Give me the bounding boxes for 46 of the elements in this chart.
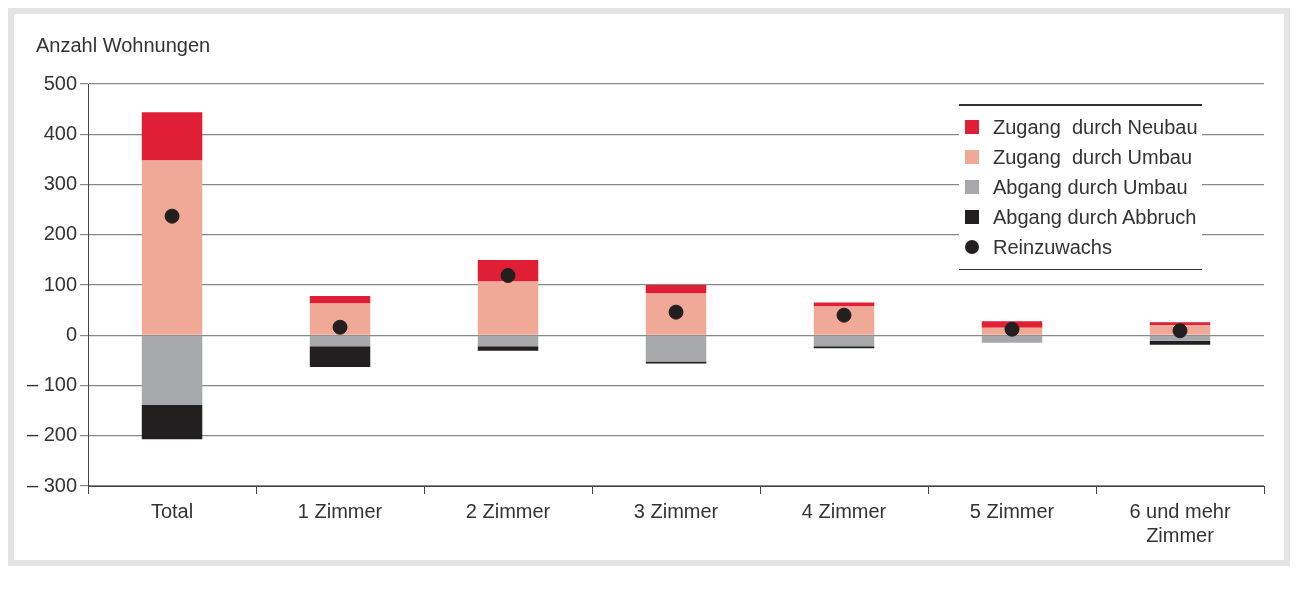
x-tick-label: 3 Zimmer [633, 499, 719, 522]
bar [477, 335, 539, 347]
y-tick-label: 100 [43, 272, 78, 295]
bar [981, 335, 1043, 343]
x-tick-label: Total [150, 499, 194, 522]
bar [309, 303, 371, 335]
legend-label: Zugang durch Neubau [993, 115, 1198, 139]
bar [645, 285, 707, 294]
y-tick-label: 200 [43, 222, 78, 245]
x-tick-label: 1 Zimmer [297, 499, 383, 522]
bar [309, 346, 371, 367]
y-tick-label: – 100 [26, 373, 78, 396]
y-axis-title: Anzahl Wohnungen [36, 34, 211, 57]
bar [477, 281, 539, 335]
bar [141, 405, 203, 440]
legend-label: Abgang durch Umbau [993, 175, 1188, 199]
legend-label: Abgang durch Abbruch [993, 205, 1197, 229]
x-tick-label: 4 Zimmer [801, 499, 887, 522]
y-tick-label: – 300 [26, 473, 78, 496]
y-tick-label: 500 [43, 71, 78, 94]
x-tick-label: 5 Zimmer [969, 499, 1055, 522]
x-tick-label: 2 Zimmer [465, 499, 551, 522]
y-tick-label: 400 [43, 121, 78, 144]
bar [141, 335, 203, 406]
bar [141, 160, 203, 335]
bar [1149, 335, 1211, 341]
bar [645, 335, 707, 362]
y-tick-label: 0 [65, 322, 78, 345]
bar [141, 112, 203, 161]
bar [309, 296, 371, 304]
y-tick-label: – 200 [26, 423, 78, 446]
point [1172, 323, 1188, 339]
bar [813, 335, 875, 347]
bar [477, 346, 539, 351]
bar [309, 335, 371, 347]
bar [645, 293, 707, 335]
x-tick-label: 6 und mehr Zimmer [1129, 499, 1231, 546]
legend-label: Reinzuwachs [993, 235, 1112, 259]
bar [645, 361, 707, 364]
bar [1149, 322, 1211, 326]
point [164, 208, 180, 224]
point [1004, 321, 1020, 337]
legend-label: Zugang durch Umbau [993, 145, 1193, 169]
bar [813, 346, 875, 349]
bar [813, 302, 875, 307]
y-tick-label: 300 [43, 172, 78, 195]
